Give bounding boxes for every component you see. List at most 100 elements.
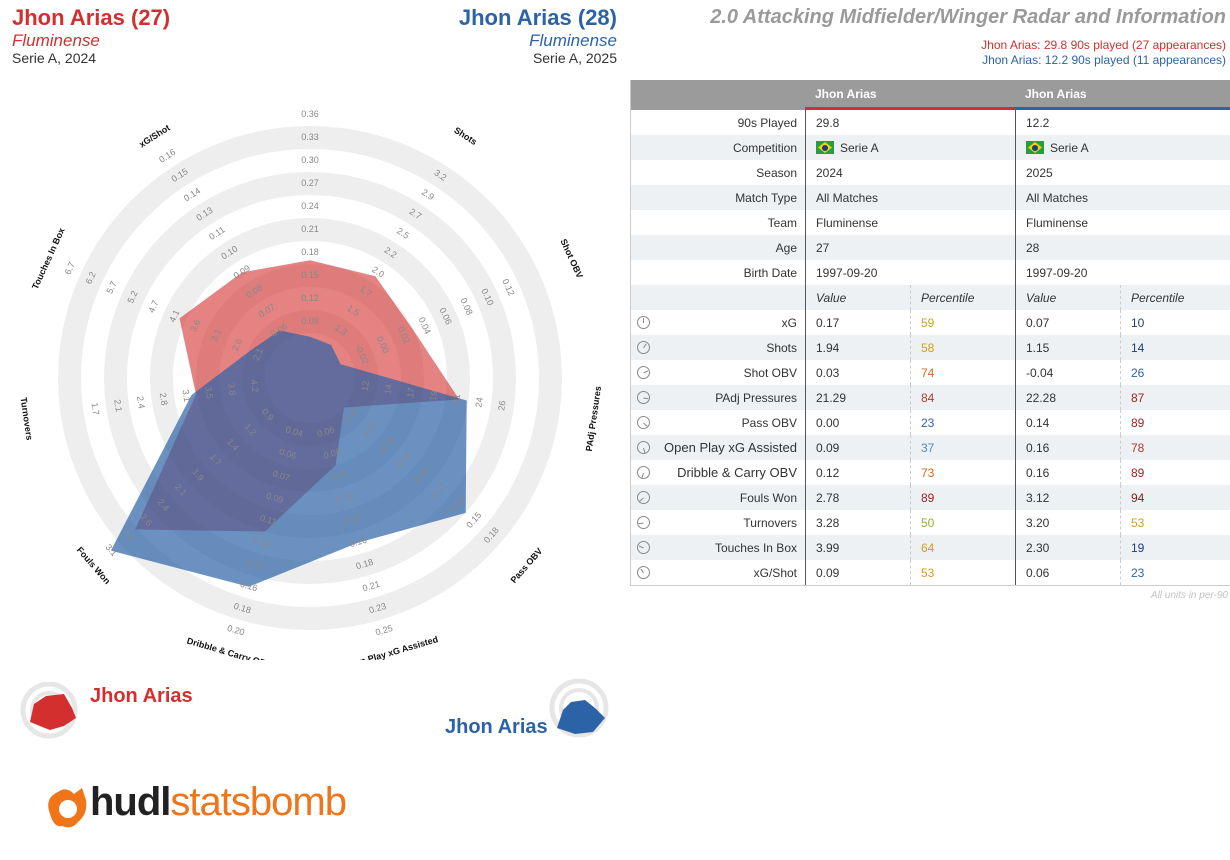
radar-tick-label: 6.7: [63, 261, 77, 277]
row-value-player2: 1997-09-20: [1026, 265, 1088, 280]
radar-tick-label: 21: [451, 393, 462, 404]
metric-pct-player2: 87: [1120, 385, 1228, 410]
radar-tick-label: 19: [428, 390, 439, 401]
metric-pct-player1: 74: [910, 360, 1015, 385]
statsbomb-logo-icon: [48, 788, 87, 828]
metric-value-player1: 21.29: [805, 385, 910, 410]
row-label: Age: [775, 240, 797, 255]
metric-clock-icon: [636, 341, 650, 354]
metric-value-player1: 3.99: [805, 535, 910, 560]
subtitle-player2: Jhon Arias: 12.2 90s played (11 appearan…: [982, 53, 1226, 67]
radar-tick-label: 14: [382, 384, 393, 395]
radar-ring: [35, 103, 585, 653]
metric-pct-player1: 50: [910, 510, 1015, 535]
radar-tick-label: 3.1: [181, 389, 193, 403]
radar-tick-label: 5.7: [104, 280, 118, 296]
metric-pct-player2: 23: [1120, 560, 1228, 585]
radar-tick-label: 0.15: [301, 270, 319, 280]
player2-team: Fluminense: [529, 31, 617, 50]
metric-label: Shot OBV: [743, 365, 797, 380]
metric-pct-player1: 73: [910, 460, 1015, 485]
legend-player1-name: Jhon Arias: [90, 685, 193, 707]
metric-value-player2: 0.07: [1015, 310, 1120, 335]
table-row: Fouls Won 2.78 89 3.12 94: [631, 485, 1230, 510]
table-header: Jhon Arias Jhon Arias: [631, 80, 1230, 110]
radar-tick-label: 0.20: [226, 623, 246, 638]
table-row: Match Type All Matches All Matches: [631, 185, 1230, 210]
metric-pct-player2: 94: [1120, 485, 1228, 510]
radar-tick-label: 3.8: [226, 382, 238, 396]
table-row: Dribble & Carry OBV 0.12 73 0.16 89: [631, 460, 1230, 485]
radar-tick-label: 0.12: [335, 491, 355, 506]
metric-label: Dribble & Carry OBV: [677, 465, 797, 480]
table-row: Team Fluminense Fluminense: [631, 210, 1230, 235]
metric-pct-player2: 10: [1120, 310, 1228, 335]
metric-pct-player1: 59: [910, 310, 1015, 335]
metric-value-player2: 0.14: [1015, 410, 1120, 435]
row-value-player2: All Matches: [1026, 190, 1089, 205]
radar-tick-label: 4.2: [249, 379, 261, 393]
radar-tick-label: 24: [473, 397, 484, 408]
table-row: Season 2024 2025: [631, 160, 1230, 185]
radar-tick-label: 0.06: [278, 446, 298, 461]
metric-pct-player2: 89: [1120, 460, 1228, 485]
radar-tick-label: 0.23: [368, 601, 388, 616]
metric-pct-player1: 64: [910, 535, 1015, 560]
radar-tick-label: 4.7: [146, 299, 160, 315]
metric-clock-icon: [636, 316, 650, 329]
metric-value-player2: 0.06: [1015, 560, 1120, 585]
metric-pct-player2: 89: [1120, 410, 1228, 435]
row-value-player1: 2024: [816, 165, 843, 180]
row-value-player2: 2025: [1026, 165, 1053, 180]
metric-label: Turnovers: [743, 515, 797, 530]
metric-clock-icon: [636, 541, 650, 554]
row-label: 90s Played: [737, 115, 797, 130]
metric-value-player1: 0.09: [805, 435, 910, 460]
radar-tick-label: 2.8: [158, 392, 170, 406]
metric-label: Shots: [766, 340, 797, 355]
brazil-flag-icon: [816, 141, 834, 154]
table-row: Pass OBV 0.00 23 0.14 89: [631, 410, 1230, 435]
radar-tick-label: 3.6: [188, 318, 202, 334]
radar-tick-label: 4.1: [167, 308, 181, 324]
radar-tick-label: 3.1: [209, 327, 223, 343]
radar-tick-label: 0.10: [329, 468, 349, 483]
radar-tick-label: 2.1: [112, 399, 124, 413]
metric-label: Pass OBV: [741, 415, 797, 430]
metric-value-player1: 0.09: [805, 560, 910, 585]
radar-tick-label: 0.08: [322, 446, 342, 461]
table-row: Birth Date 1997-09-20 1997-09-20: [631, 260, 1230, 285]
metric-value-player1: 0.00: [805, 410, 910, 435]
radar-tick-label: 0.30: [301, 155, 319, 165]
table-row: Competition Serie A Serie A: [631, 135, 1230, 160]
page-title: 2.0 Attacking Midfielder/Winger Radar an…: [710, 6, 1226, 28]
brazil-flag-icon: [1026, 141, 1044, 154]
radar-tick-label: 3.5: [203, 386, 215, 400]
radar-tick-label: 0.18: [301, 247, 319, 257]
table-row: Age 27 28: [631, 235, 1230, 260]
row-value-player1: 27: [816, 240, 830, 255]
radar-tick-label: 0.04: [284, 424, 304, 439]
radar-series-2: [110, 330, 467, 587]
legend-player2: Jhon Arias: [445, 678, 615, 745]
radar-tick-label: 0.15: [246, 557, 266, 572]
metric-clock-icon: [636, 416, 650, 429]
radar-ring: [104, 172, 516, 584]
player1-header: Jhon Arias (27) Fluminense Serie A, 2024: [12, 4, 170, 67]
colhead-pct-player2: Percentile: [1120, 285, 1228, 310]
metric-pct-player1: 23: [910, 410, 1015, 435]
row-label: Birth Date: [743, 265, 797, 280]
metric-pct-player2: 78: [1120, 435, 1228, 460]
radar-tick-label: 0.21: [361, 579, 381, 594]
table-row: Turnovers 3.28 50 3.20 53: [631, 510, 1230, 535]
radar-tick-label: 0.11: [259, 513, 278, 527]
radar-tick-label: 0.09: [265, 491, 285, 506]
info-table: Jhon Arias Jhon Arias 90s Played 29.8 12.2 Co…: [630, 80, 1230, 586]
radar-tick-label: 12: [360, 380, 371, 391]
radar-tick-label: 26: [496, 400, 507, 411]
row-value-player2: Serie A: [1050, 140, 1089, 155]
metric-value-player2: 2.30: [1015, 535, 1120, 560]
radar-tick-label: 0.33: [301, 132, 319, 142]
metric-value-player2: 1.15: [1015, 335, 1120, 360]
metric-pct-player2: 19: [1120, 535, 1228, 560]
